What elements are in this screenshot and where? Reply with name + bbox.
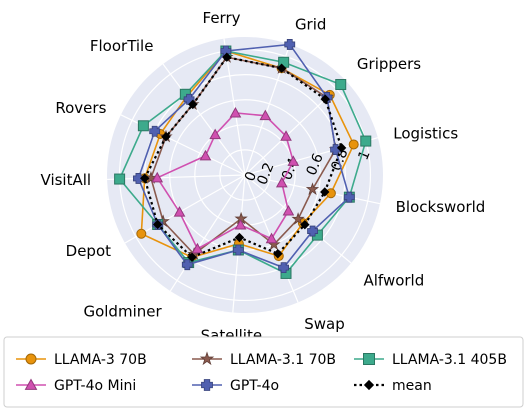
data-point bbox=[139, 173, 150, 183]
legend-label: LLAMA-3.1 405B bbox=[392, 352, 507, 368]
data-point bbox=[284, 39, 296, 50]
category-label: Logistics bbox=[393, 124, 458, 142]
grid-spoke bbox=[162, 63, 246, 176]
category-label: FloorTile bbox=[90, 37, 154, 55]
grid-spoke bbox=[223, 38, 246, 176]
data-point bbox=[173, 206, 186, 217]
legend-marker bbox=[25, 353, 37, 365]
legend-label: LLAMA-3.1 70B bbox=[230, 352, 336, 368]
category-label: Swap bbox=[304, 315, 345, 333]
legend-entry: GPT-4o Mini bbox=[16, 378, 136, 394]
category-label: Alfworld bbox=[364, 271, 425, 289]
category-label: Goldminer bbox=[83, 302, 162, 320]
legend-marker bbox=[201, 379, 213, 391]
data-point bbox=[234, 218, 247, 230]
data-point bbox=[278, 262, 289, 274]
data-point bbox=[161, 132, 171, 142]
data-point bbox=[136, 228, 147, 239]
data-point bbox=[149, 125, 161, 137]
category-label: Grid bbox=[295, 15, 326, 33]
series-gpt-4o-mini bbox=[151, 106, 300, 254]
plot-area: 00.2 0.4 0.6 0.8 1BlocksworldLogisticsGrippe… bbox=[41, 9, 486, 345]
data-point bbox=[114, 173, 126, 185]
category-label: VisitAll bbox=[41, 171, 92, 189]
data-point bbox=[276, 63, 287, 73]
category-label: Ferry bbox=[203, 9, 241, 27]
legend-label: mean bbox=[392, 378, 432, 394]
data-point bbox=[287, 155, 300, 166]
data-point bbox=[199, 149, 212, 161]
data-point bbox=[229, 106, 242, 118]
legend-entry: LLAMA-3 70B bbox=[16, 352, 147, 368]
data-point bbox=[305, 182, 320, 196]
data-point bbox=[335, 79, 347, 91]
legend-marker bbox=[199, 351, 215, 366]
data-point bbox=[191, 242, 204, 254]
legend-entry: LLAMA-3.1 70B bbox=[192, 351, 336, 368]
grid-spoke bbox=[169, 174, 246, 292]
data-point bbox=[151, 171, 164, 183]
series-line bbox=[137, 43, 351, 269]
data-point bbox=[320, 94, 330, 104]
data-point bbox=[181, 259, 193, 271]
legend-entry: LLAMA-3.1 405B bbox=[354, 352, 507, 368]
data-point bbox=[273, 249, 283, 259]
grid-circle bbox=[194, 124, 296, 226]
data-point bbox=[187, 252, 197, 262]
legend-marker bbox=[363, 353, 375, 365]
data-point bbox=[133, 173, 144, 184]
data-point bbox=[336, 143, 347, 153]
radial-tick-label: 0.2 bbox=[254, 161, 277, 188]
series-line bbox=[156, 112, 295, 250]
category-label: Blocksworld bbox=[396, 198, 486, 216]
series-line bbox=[118, 50, 367, 275]
data-point bbox=[360, 135, 372, 147]
legend-entry: mean bbox=[354, 378, 432, 394]
data-point bbox=[209, 128, 222, 140]
data-point bbox=[307, 225, 318, 237]
legend-entry: GPT-4o bbox=[192, 378, 279, 394]
data-point bbox=[222, 52, 232, 62]
data-point bbox=[291, 212, 305, 225]
data-point bbox=[320, 187, 330, 197]
legend: LLAMA-3 70B LLAMA-3.1 70B LLAMA-3.1 405B GP… bbox=[3, 336, 524, 408]
category-label: Grippers bbox=[357, 55, 421, 73]
legend-label: GPT-4o Mini bbox=[54, 378, 136, 394]
legend-marker bbox=[363, 379, 375, 391]
data-point bbox=[282, 205, 295, 216]
data-point bbox=[152, 219, 163, 230]
legend-frame bbox=[3, 336, 524, 408]
data-point bbox=[300, 219, 310, 230]
category-label: Depot bbox=[66, 242, 111, 260]
data-point bbox=[275, 176, 288, 188]
data-point bbox=[348, 139, 359, 150]
data-point bbox=[232, 244, 244, 256]
legend-label: LLAMA-3 70B bbox=[54, 352, 147, 368]
data-point bbox=[280, 130, 292, 141]
data-point bbox=[137, 120, 149, 132]
data-point bbox=[259, 109, 272, 121]
grid-spoke bbox=[107, 174, 246, 181]
radial-tick-label: 0.6 bbox=[304, 151, 327, 178]
category-label: Rovers bbox=[55, 99, 106, 117]
data-point bbox=[234, 232, 245, 243]
data-point bbox=[343, 191, 355, 203]
grid-circle bbox=[219, 149, 271, 201]
legend-label: GPT-4o bbox=[230, 378, 279, 394]
series-mean bbox=[139, 52, 347, 262]
data-point bbox=[265, 232, 278, 244]
data-point bbox=[188, 99, 198, 110]
legend-marker bbox=[24, 378, 38, 390]
series-line bbox=[143, 55, 343, 259]
